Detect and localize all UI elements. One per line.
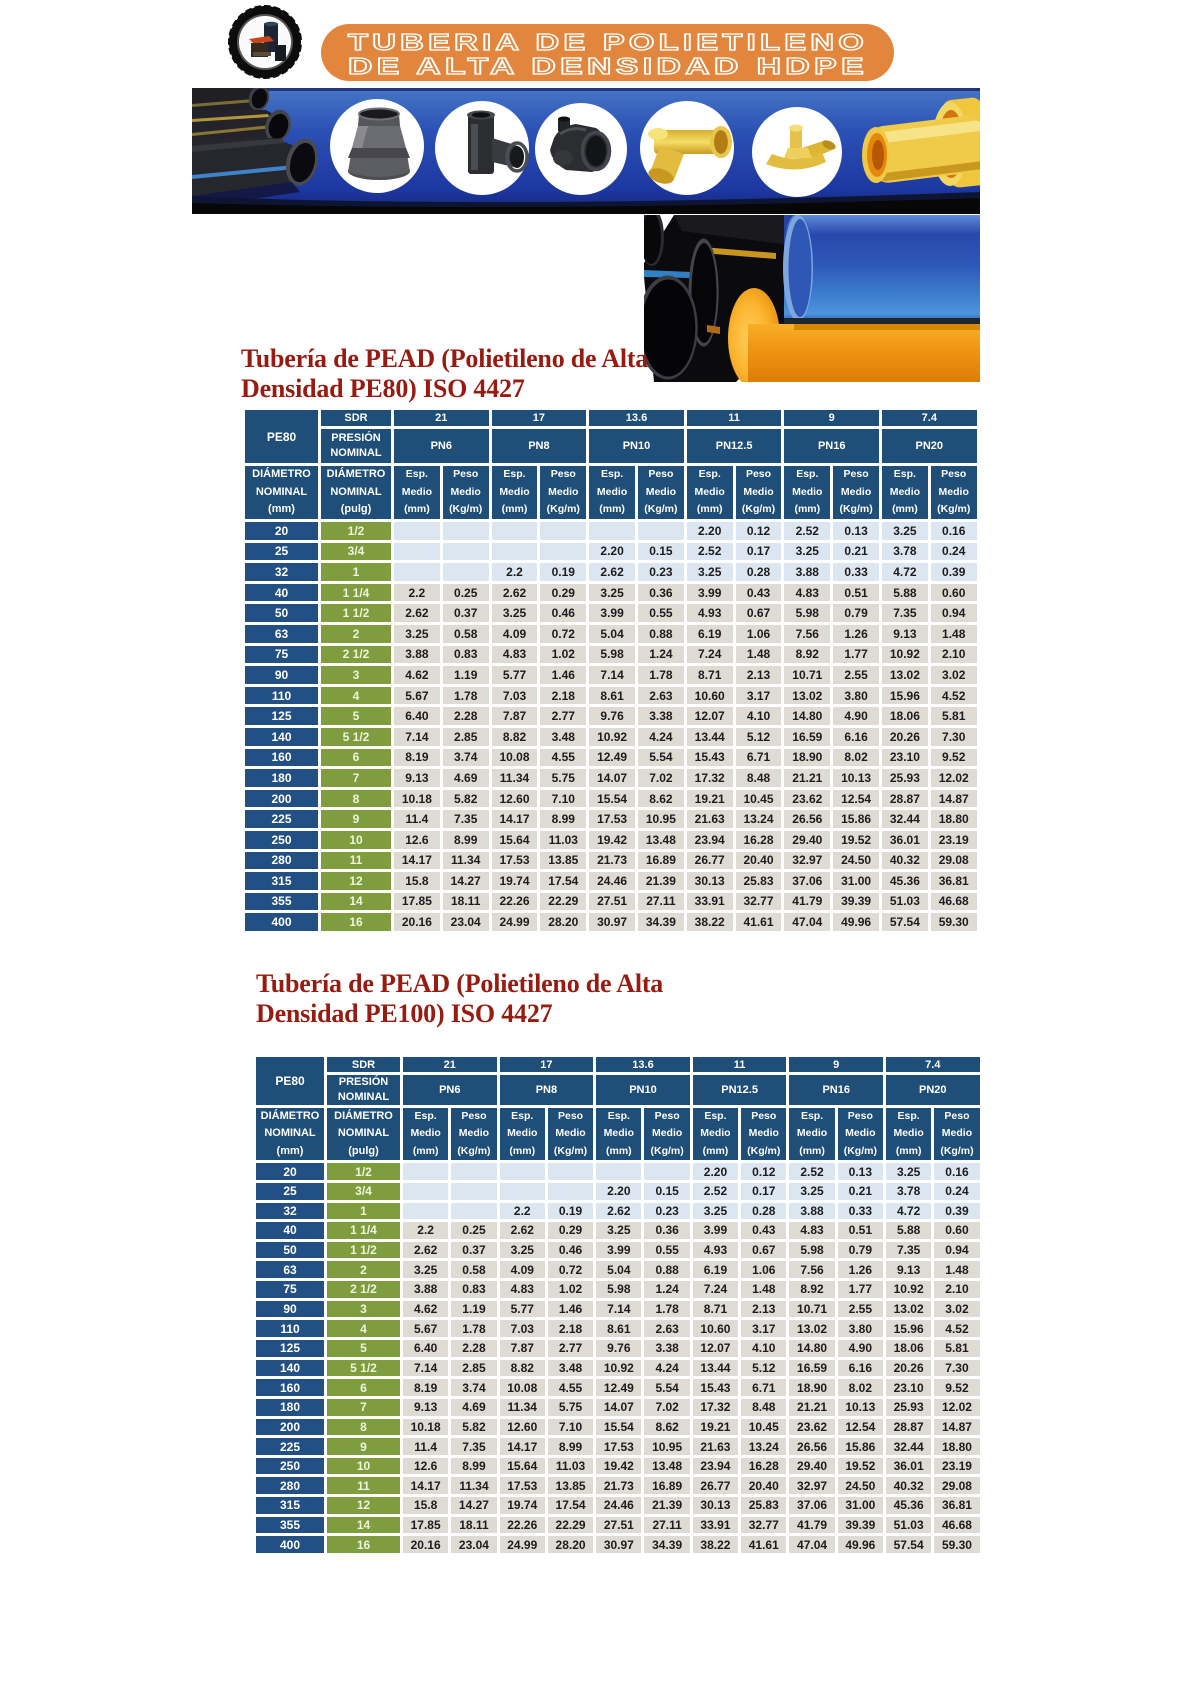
svg-text:DE ALTA DENSIDAD HDPE: DE ALTA DENSIDAD HDPE (348, 53, 868, 79)
svg-text:TUBERIA DE POLIETILENO: TUBERIA DE POLIETILENO (348, 29, 868, 55)
